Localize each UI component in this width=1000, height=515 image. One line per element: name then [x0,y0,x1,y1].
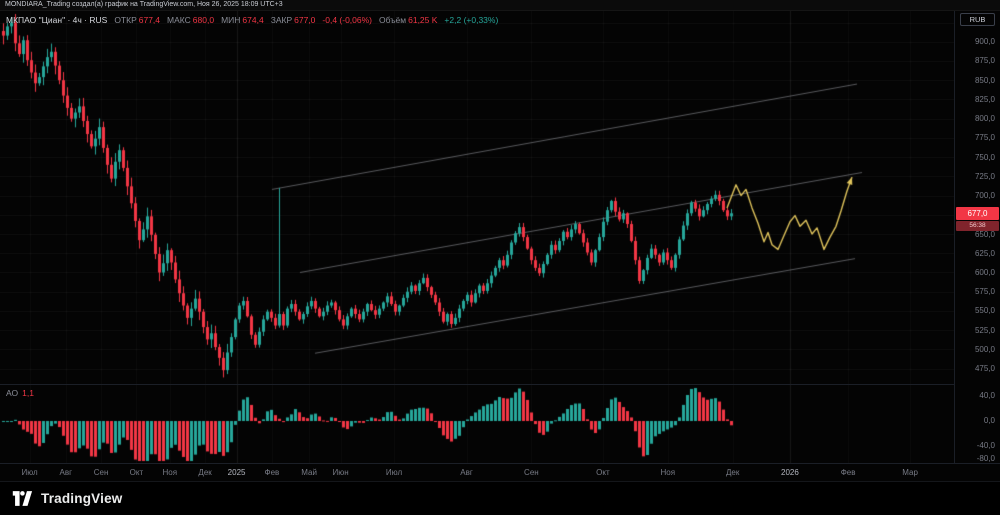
currency-button[interactable]: RUB [960,13,995,26]
time-axis-month-label: Мар [902,468,918,477]
price-scale[interactable]: RUB 677,0 56:38 900,0 875,0 850,0 825,0 800,… [954,11,1000,463]
time-axis-month-label: Ноя [162,468,178,477]
time-axis-month-label: Авг [59,468,73,477]
time-axis-year-label: 2025 [227,468,246,477]
time-axis-month-label: Фев [264,468,280,477]
time-axis-month-label: Авг [460,468,473,477]
price-tick-label: 525,0 [974,325,995,335]
price-tick-label: 725,0 [974,171,995,181]
footer-bar: TradingView [0,481,1000,515]
ao-tick-label: 0,0 [983,416,995,425]
price-tick-label: 575,0 [974,287,995,297]
price-tick-label: 750,0 [974,152,995,162]
tradingview-wordmark[interactable]: TradingView [41,491,123,506]
time-axis-year-label: 2026 [781,468,799,477]
time-axis-month-label: Окт [129,468,144,477]
price-tick-label: 600,0 [974,267,995,277]
ao-tick-label: -40,0 [976,440,995,450]
time-axis-month-label: Июл [385,468,403,477]
price-tick-label: 625,0 [974,248,995,258]
time-axis-month-label: Май [301,468,317,477]
ao-tick-label: 40,0 [979,391,995,401]
attribution-bar: MONDIARA_Trading создал(а) график на Tra… [0,0,1000,11]
time-axis-month-label: Июл [21,468,38,477]
price-tick-label: 825,0 [974,94,995,104]
price-tick-label: 475,0 [974,364,995,374]
price-tick-label: 500,0 [974,344,995,354]
price-tick-label: 850,0 [974,75,995,85]
time-axis-month-label: Дек [725,468,740,477]
tradingview-logo-icon[interactable] [12,490,34,507]
last-price-badge: 677,0 [956,207,999,220]
time-axis-month-label: Дек [198,468,212,477]
time-axis-month-label: Фев [840,468,856,477]
price-tick-label: 550,0 [974,306,995,316]
time-axis-month-label: Ноя [660,468,676,477]
price-tick-label: 800,0 [974,114,995,124]
price-tick-label: 900,0 [974,37,995,47]
pane-separator[interactable] [0,384,954,385]
main-chart-canvas[interactable] [0,11,954,384]
ao-canvas[interactable] [0,385,954,463]
time-axis[interactable]: Июл Авг Сен Окт Ноя Дек 2025 Фев Май Июн Июл Авг Сен… [0,463,1000,481]
price-tick-label: 700,0 [974,191,995,201]
bar-countdown-badge: 56:38 [956,221,999,231]
time-axis-month-label: Сен [93,468,109,477]
price-tick-label: 650,0 [974,229,995,239]
ao-tick-label: -80,0 [976,454,995,463]
chart-plot-area[interactable] [0,11,954,463]
time-axis-month-label: Июн [332,468,349,477]
time-axis-month-label: Сен [524,468,539,477]
time-axis-month-label: Окт [596,468,610,477]
price-tick-label: 875,0 [974,56,995,66]
price-tick-label: 775,0 [974,133,995,143]
attribution-text: MONDIARA_Trading создал(а) график на Tra… [5,1,283,8]
